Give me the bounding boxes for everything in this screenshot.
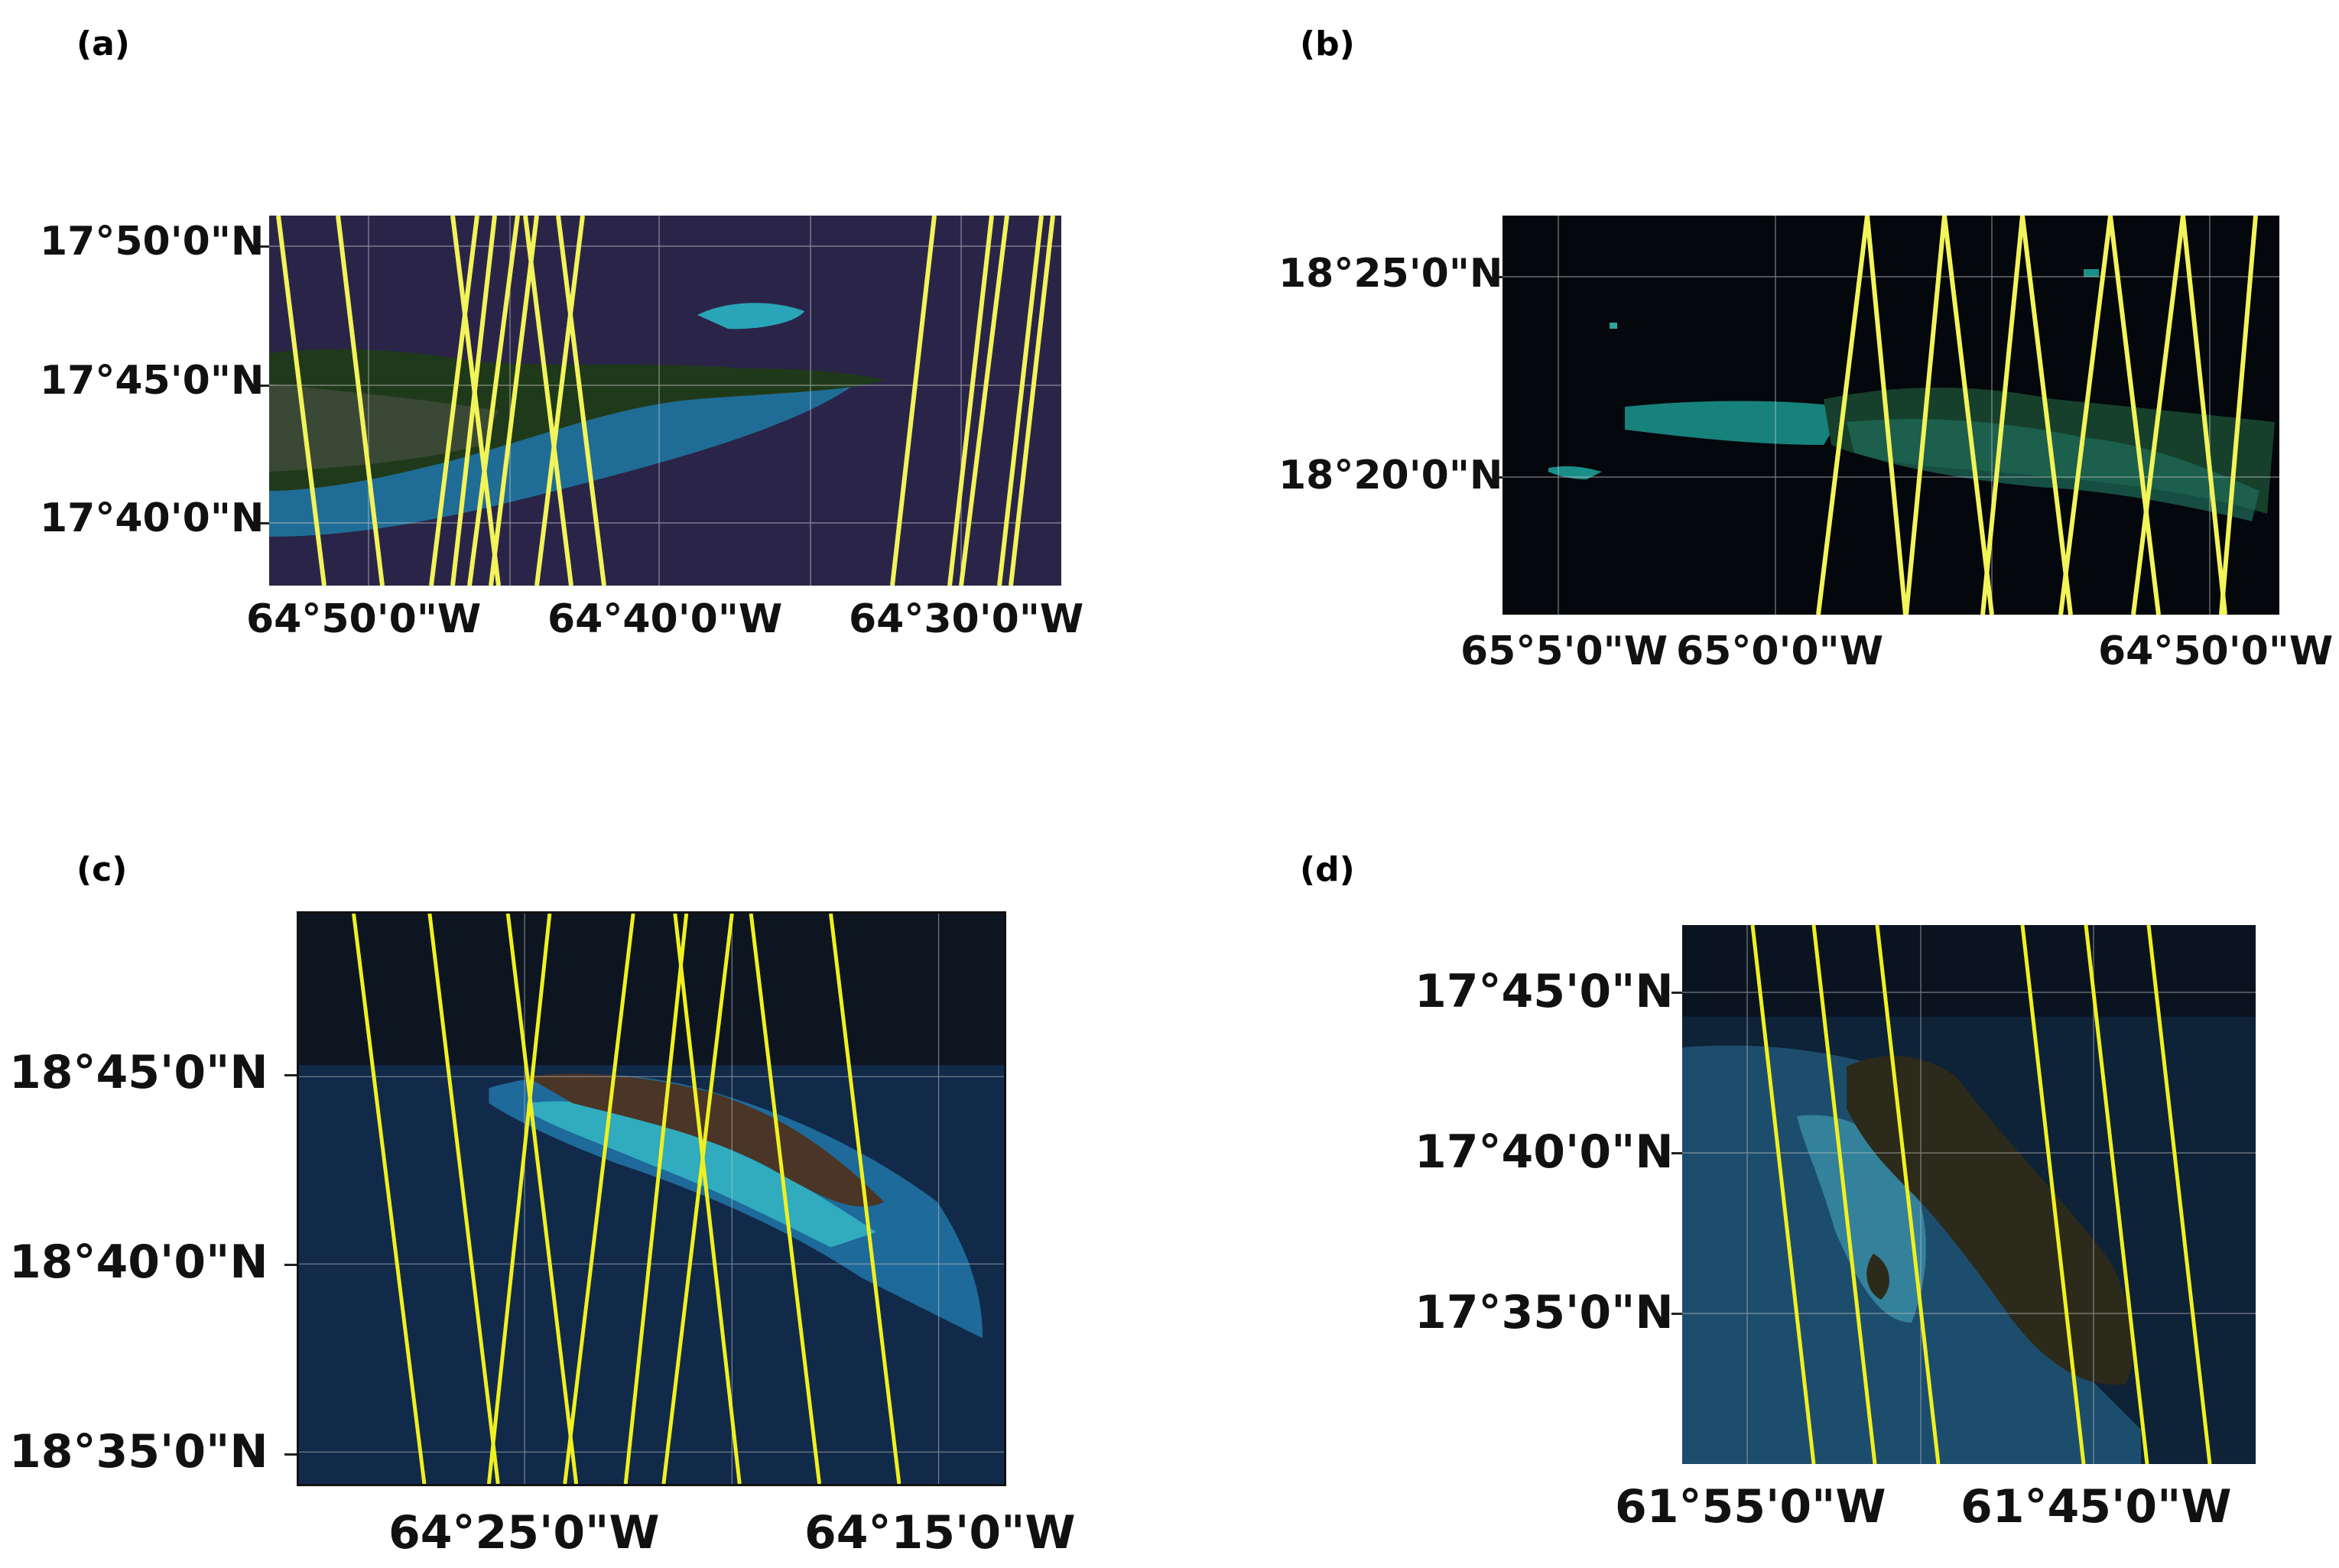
tick-c-lat-1 <box>284 1074 297 1076</box>
lon-label-c-1: 64°25'0"W <box>388 1506 660 1560</box>
lon-label-d-1: 61°55'0"W <box>1615 1480 1886 1534</box>
lon-label-b-1: 65°5'0"W <box>1460 628 1668 674</box>
panel-label-b: (b) <box>1300 24 1355 63</box>
lat-label-a-3: 17°40'0"N <box>40 495 265 541</box>
tick-c-lat-3 <box>284 1453 297 1456</box>
lon-label-a-3: 64°30'0"W <box>849 596 1084 642</box>
tick-d-lat-3 <box>1671 1313 1682 1315</box>
track-overlay-a <box>269 216 1061 586</box>
track-overlay-b <box>1502 216 2279 615</box>
lat-label-c-3: 18°35'0"N <box>9 1425 268 1479</box>
tick-c-lat-2 <box>284 1264 297 1266</box>
tick-d-lat-2 <box>1671 1152 1682 1154</box>
lat-label-a-2: 17°45'0"N <box>40 358 265 404</box>
lat-label-d-2: 17°40'0"N <box>1415 1125 1674 1179</box>
track-overlay-c <box>299 914 1004 1484</box>
tick-a-lat-1 <box>260 245 269 248</box>
tick-a-lat-3 <box>260 522 269 524</box>
lat-label-c-2: 18°40'0"N <box>9 1235 268 1289</box>
tick-b-lat-2 <box>1493 476 1502 479</box>
satellite-map-d <box>1682 925 2256 1464</box>
lon-label-b-3: 64°50'0"W <box>2098 628 2334 674</box>
lat-label-a-1: 17°50'0"N <box>40 219 265 265</box>
lon-label-d-2: 61°45'0"W <box>1961 1480 2232 1534</box>
lon-label-a-1: 64°50'0"W <box>246 596 482 642</box>
lat-label-b-1: 18°25'0"N <box>1278 251 1503 297</box>
satellite-map-b <box>1502 216 2279 615</box>
tick-d-lat-1 <box>1671 992 1682 994</box>
lat-label-d-1: 17°45'0"N <box>1415 965 1674 1018</box>
lon-label-b-2: 65°0'0"W <box>1676 628 1884 674</box>
lat-label-d-3: 17°35'0"N <box>1415 1286 1674 1339</box>
lon-label-c-2: 64°15'0"W <box>804 1506 1076 1560</box>
lat-label-b-2: 18°20'0"N <box>1278 453 1503 498</box>
lat-label-c-1: 18°45'0"N <box>9 1046 268 1099</box>
track-overlay-d <box>1682 925 2256 1464</box>
panel-label-d: (d) <box>1300 850 1355 889</box>
satellite-map-c <box>297 911 1006 1486</box>
panel-label-c: (c) <box>76 850 128 889</box>
satellite-map-a <box>269 216 1061 586</box>
tick-a-lat-2 <box>260 385 269 387</box>
lon-label-a-2: 64°40'0"W <box>547 596 783 642</box>
panel-label-a: (a) <box>76 24 130 63</box>
tick-b-lat-1 <box>1493 276 1502 278</box>
